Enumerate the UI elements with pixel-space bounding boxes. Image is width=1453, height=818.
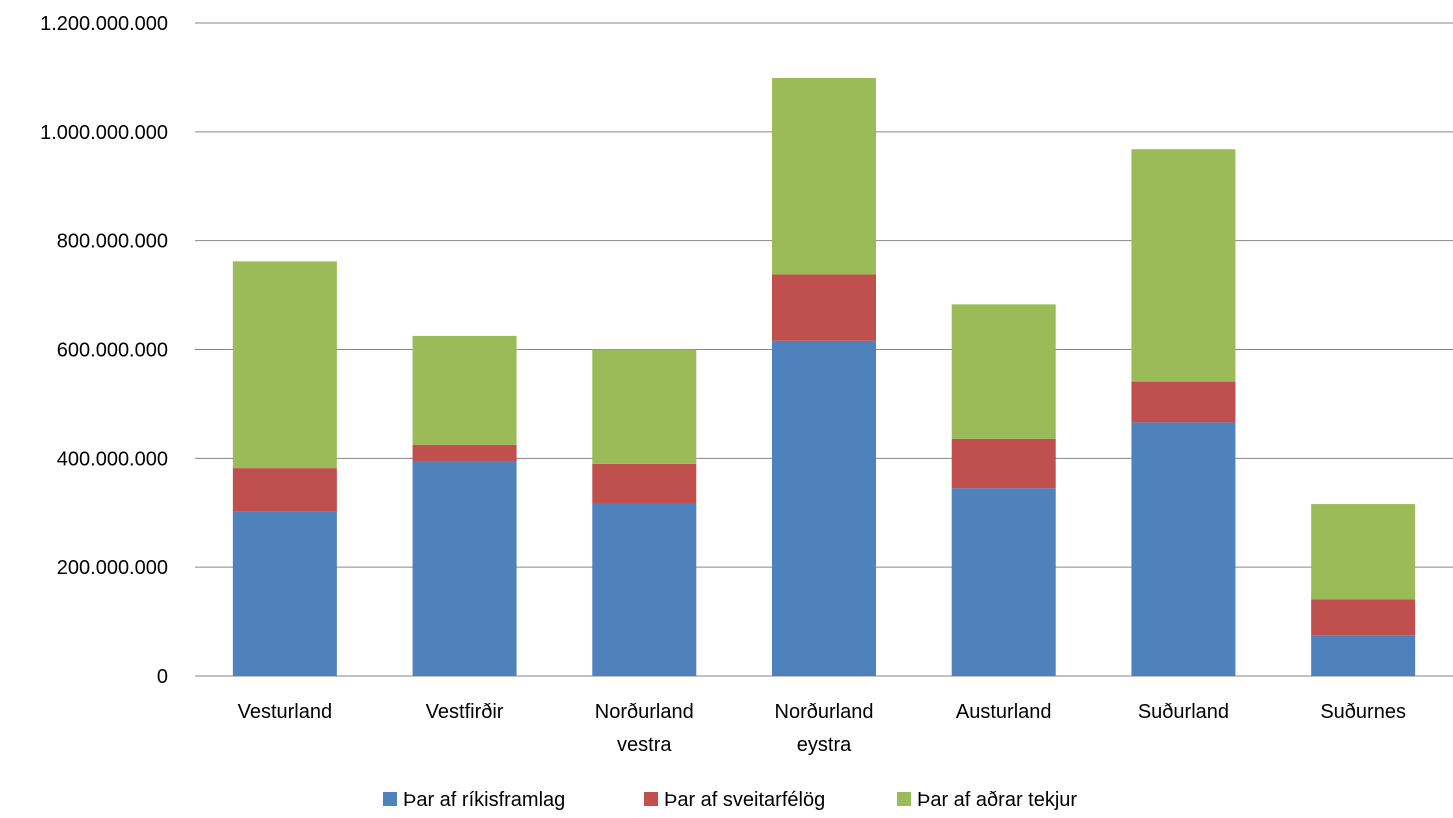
x-tick-label: Suðurnes	[1320, 701, 1406, 723]
legend-swatch	[897, 792, 911, 806]
bar-segment	[1131, 149, 1236, 382]
y-tick-label: 600.000.000	[57, 340, 168, 362]
bar-segment	[1131, 381, 1236, 423]
bar-segment	[951, 488, 1056, 676]
y-tick-label: 400.000.000	[57, 448, 168, 470]
bar-segment	[951, 438, 1056, 489]
legend-swatch	[383, 792, 397, 806]
bar-segment	[1311, 599, 1416, 636]
x-tick-label: Vesturland	[238, 701, 333, 723]
bar-segment	[592, 349, 697, 464]
x-tick-label: Vestfirðir	[426, 701, 504, 723]
y-tick-label: 800.000.000	[57, 231, 168, 253]
y-tick-label: 1.200.000.000	[40, 13, 168, 35]
x-tick-label: eystra	[797, 734, 852, 756]
bar-segment	[772, 274, 876, 341]
bar-segment	[412, 335, 517, 445]
legend: Þar af ríkisframlag Þar af sveitarfélög Þa…	[383, 789, 1077, 811]
bar-segment	[1131, 422, 1236, 676]
legend-label: Þar af ríkisframlag	[403, 789, 565, 811]
x-tick-label: Austurland	[956, 701, 1052, 723]
legend-label: Þar af aðrar tekjur	[917, 789, 1077, 811]
legend-item: Þar af aðrar tekjur	[897, 789, 1077, 811]
bar-segment	[412, 461, 517, 676]
y-axis-tick-labels: 0 200.000.000 400.000.000 600.000.000 800.00…	[40, 13, 168, 688]
y-tick-label: 0	[157, 666, 168, 688]
legend-swatch	[644, 792, 658, 806]
legend-item: Þar af ríkisframlag	[383, 789, 565, 811]
bar-segment	[951, 304, 1056, 439]
y-tick-label: 1.000.000.000	[40, 122, 168, 144]
legend-item: Þar af sveitarfélög	[644, 789, 825, 811]
y-tick-label: 200.000.000	[57, 557, 168, 579]
bar-segment	[232, 261, 337, 469]
x-axis-tick-labels: Vesturland Vestfirðir Norðurland vestra Norð…	[238, 701, 1406, 756]
bars	[232, 77, 1416, 676]
bar-segment	[592, 463, 697, 504]
bar-segment	[232, 511, 337, 676]
bar-segment	[1311, 504, 1416, 600]
x-tick-label: vestra	[617, 734, 672, 756]
bar-segment	[592, 503, 697, 676]
bar-segment	[1311, 635, 1416, 676]
bar-segment	[232, 468, 337, 512]
bar-segment	[772, 77, 876, 275]
x-tick-label: Norðurland	[595, 701, 694, 723]
x-tick-label: Suðurland	[1138, 701, 1229, 723]
bar-segment	[412, 444, 517, 462]
x-tick-label: Norðurland	[775, 701, 874, 723]
legend-label: Þar af sveitarfélög	[664, 789, 825, 811]
bar-segment	[772, 340, 876, 676]
